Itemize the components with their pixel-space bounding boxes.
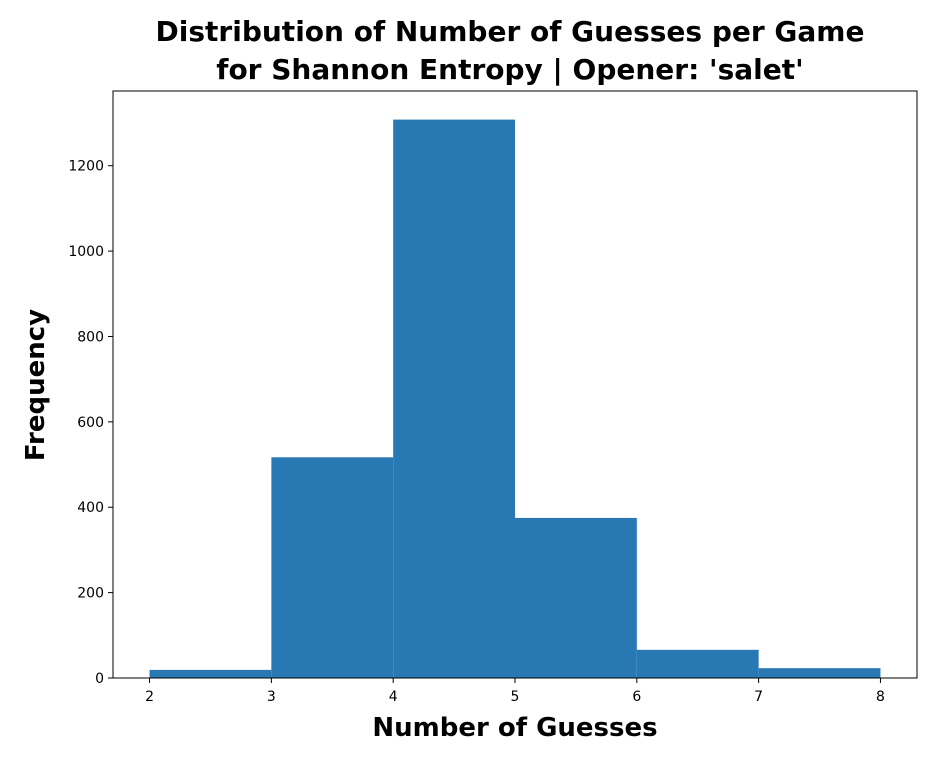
x-tick-label-6: 6 — [632, 689, 641, 705]
x-tick-label-3: 3 — [267, 689, 276, 705]
y-tick-label-600: 600 — [77, 415, 104, 431]
y-tick-label-400: 400 — [77, 500, 104, 516]
chart-title-line-2: for Shannon Entropy | Opener: 'salet' — [216, 53, 803, 86]
x-axis-ticks: 2 3 4 5 6 7 8 — [145, 678, 885, 705]
bar-6-7 — [636, 649, 759, 678]
x-tick-label-2: 2 — [145, 689, 154, 705]
bar-4-5 — [393, 119, 515, 678]
bar-5-6 — [515, 517, 637, 678]
chart-title-line-1: Distribution of Number of Guesses per Ga… — [156, 15, 865, 48]
x-tick-label-8: 8 — [876, 689, 885, 705]
bars-group — [149, 119, 881, 678]
x-tick-label-5: 5 — [511, 689, 520, 705]
y-tick-label-1000: 1000 — [68, 244, 104, 260]
y-tick-label-0: 0 — [95, 671, 104, 687]
y-axis-label: Frequency — [21, 309, 51, 461]
bar-7-8 — [758, 668, 881, 678]
chart-title: Distribution of Number of Guesses per Ga… — [156, 15, 865, 86]
bar-2-3 — [149, 669, 272, 678]
y-tick-label-800: 800 — [77, 329, 104, 345]
x-tick-label-7: 7 — [754, 689, 763, 705]
x-axis-label: Number of Guesses — [372, 713, 657, 743]
x-tick-label-4: 4 — [389, 689, 398, 705]
bar-3-4 — [271, 457, 394, 678]
y-tick-label-1200: 1200 — [68, 159, 104, 175]
y-tick-label-200: 200 — [77, 586, 104, 602]
y-axis-ticks: 0 200 400 600 800 1000 1200 — [68, 159, 113, 687]
